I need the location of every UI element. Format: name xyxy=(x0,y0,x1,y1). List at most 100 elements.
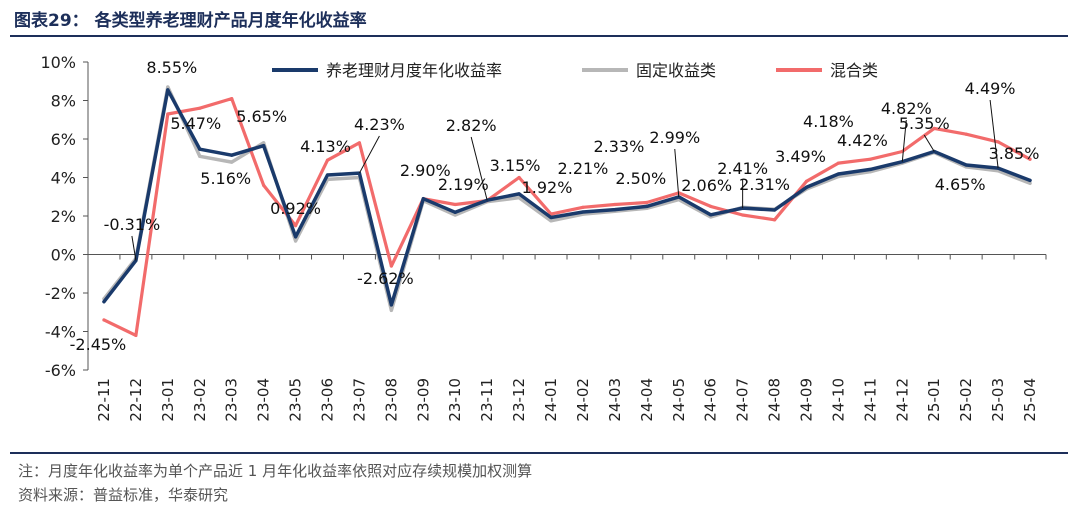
x-tick-label: 23-04 xyxy=(255,378,273,422)
data-label: -2.62% xyxy=(357,269,414,288)
data-label: 2.31% xyxy=(739,175,790,194)
data-label: -2.45% xyxy=(70,335,127,354)
legend-label: 混合类 xyxy=(830,61,878,80)
x-tick-label: 24-01 xyxy=(542,378,560,422)
data-point xyxy=(198,154,202,158)
data-label: 4.18% xyxy=(803,112,854,131)
data-label: 3.85% xyxy=(989,144,1040,163)
y-tick-label: -6% xyxy=(45,361,76,380)
data-point xyxy=(389,303,393,307)
x-tick-label: 22-11 xyxy=(95,378,113,422)
data-label: 2.90% xyxy=(400,161,451,180)
label-leader xyxy=(131,235,137,261)
data-point xyxy=(262,141,266,145)
data-point xyxy=(964,163,968,167)
data-point xyxy=(932,126,936,131)
data-label: 1.92% xyxy=(522,178,573,197)
series-line-2 xyxy=(102,96,1032,337)
data-label: 4.23% xyxy=(354,115,405,134)
y-tick-label: 8% xyxy=(51,92,76,111)
data-point xyxy=(453,213,457,217)
data-label: 3.49% xyxy=(775,147,826,166)
data-label: 4.42% xyxy=(837,131,888,150)
data-label: 4.49% xyxy=(965,79,1016,98)
line-chart: -6% -4% -2% 0% 2% 4% 6% 8% 10% 22-11 22-12 23-01 23-… xyxy=(40,53,1047,422)
x-tick-label: 23-05 xyxy=(287,378,305,422)
data-point xyxy=(1028,178,1032,182)
data-point xyxy=(421,197,425,201)
data-label: 2.82% xyxy=(446,116,497,135)
data-point xyxy=(772,218,777,222)
data-point xyxy=(230,96,234,101)
data-point xyxy=(293,224,298,228)
data-point xyxy=(645,200,649,205)
legend-label: 养老理财月度年化收益率 xyxy=(326,61,502,80)
x-tick-label: 23-12 xyxy=(510,378,528,422)
data-point xyxy=(166,88,170,92)
x-tick-label: 24-04 xyxy=(638,378,656,422)
data-point xyxy=(517,192,521,196)
data-point xyxy=(613,202,617,207)
x-tick-label: 23-02 xyxy=(191,378,209,422)
x-tick-label: 24-06 xyxy=(702,378,720,422)
data-point xyxy=(868,157,872,161)
data-label: 2.41% xyxy=(717,159,768,178)
data-label: 2.06% xyxy=(681,176,732,195)
x-tick-label: 23-11 xyxy=(478,378,496,422)
data-point xyxy=(453,202,457,207)
series-line-0 xyxy=(102,88,1032,307)
data-point xyxy=(166,112,170,116)
data-point xyxy=(102,300,106,304)
data-point xyxy=(230,160,234,164)
data-point xyxy=(517,196,521,200)
data-point xyxy=(134,333,138,337)
data-label: 4.65% xyxy=(935,175,986,194)
data-point xyxy=(613,208,617,212)
y-tick-label: -2% xyxy=(45,284,76,303)
data-label: 5.65% xyxy=(236,107,287,126)
data-point xyxy=(198,147,202,151)
label-leader xyxy=(470,136,488,201)
data-point xyxy=(645,204,649,208)
data-point xyxy=(741,213,745,217)
data-point xyxy=(996,140,1000,144)
x-tick-label: 24-08 xyxy=(766,378,784,422)
data-point xyxy=(964,132,968,136)
data-point xyxy=(709,204,713,208)
data-point xyxy=(293,239,298,243)
label-leader xyxy=(901,119,907,162)
x-tick-label: 24-12 xyxy=(893,378,911,422)
data-point xyxy=(677,195,681,199)
data-point xyxy=(453,210,457,214)
data-label: 2.21% xyxy=(558,159,609,178)
x-tick-label: 23-08 xyxy=(382,378,400,422)
data-point xyxy=(262,183,266,187)
data-label: 5.35% xyxy=(899,114,950,133)
x-tick-label: 24-11 xyxy=(861,378,879,422)
label-leader xyxy=(674,148,680,197)
data-point xyxy=(549,219,553,223)
data-point xyxy=(357,141,362,145)
x-tick-label: 22-12 xyxy=(127,378,145,422)
data-label: 5.47% xyxy=(170,114,221,133)
x-tick-label: 23-03 xyxy=(223,378,241,422)
y-tick-label: 4% xyxy=(51,169,76,188)
label-leader xyxy=(358,135,380,174)
legend-label: 固定收益类 xyxy=(636,61,716,80)
data-point xyxy=(166,85,170,89)
data-point xyxy=(325,158,330,162)
data-point xyxy=(581,210,585,214)
x-tick-label: 23-09 xyxy=(414,378,432,422)
data-point xyxy=(389,264,393,268)
data-point xyxy=(102,318,106,322)
label-leader xyxy=(923,134,935,152)
data-point xyxy=(709,213,713,217)
chart-title: 图表29： 各类型养老理财产品月度年化收益率 xyxy=(14,11,367,31)
data-point xyxy=(804,185,809,189)
y-tick-label: -4% xyxy=(45,323,76,342)
data-point xyxy=(517,175,521,180)
x-tick-label: 23-06 xyxy=(319,378,337,422)
chart-source: 资料来源：普益标准，华泰研究 xyxy=(18,486,229,504)
data-label: -0.31% xyxy=(104,215,161,234)
data-point xyxy=(549,215,553,220)
